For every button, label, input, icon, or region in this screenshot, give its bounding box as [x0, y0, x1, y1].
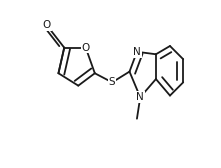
Text: S: S [109, 77, 115, 87]
Text: N: N [136, 92, 144, 102]
Text: O: O [82, 43, 90, 53]
Text: O: O [43, 20, 51, 30]
Text: N: N [133, 47, 141, 57]
